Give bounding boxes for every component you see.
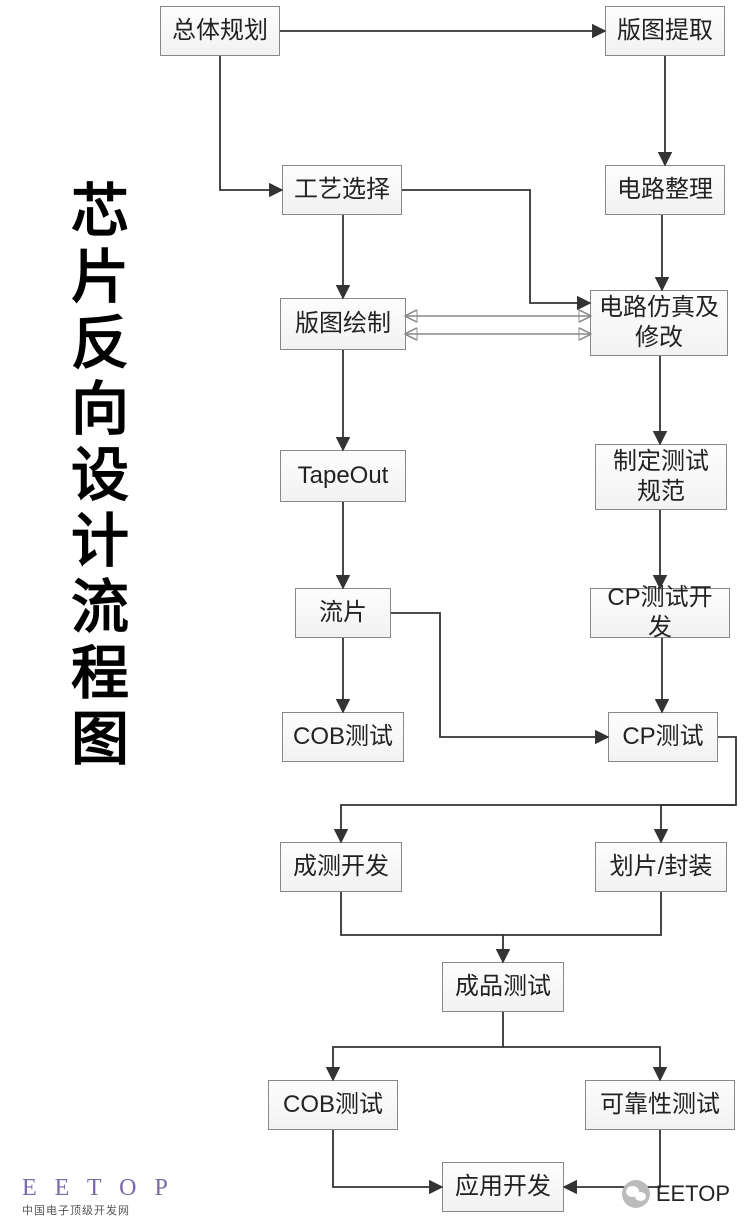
node-tapeout: TapeOut [280, 450, 406, 502]
node-app-dev: 应用开发 [442, 1162, 564, 1212]
node-overall-plan: 总体规划 [160, 6, 280, 56]
node-dicing: 划片/封装 [595, 842, 727, 892]
wechat-icon [622, 1180, 650, 1208]
node-layout-extract: 版图提取 [605, 6, 725, 56]
logo-eetop-right: EETOP [622, 1180, 730, 1208]
logo-eetop-left: E E T O P [22, 1175, 174, 1202]
node-test-spec: 制定测试规范 [595, 444, 727, 510]
node-cob1: COB测试 [282, 712, 404, 762]
node-cp-test: CP测试 [608, 712, 718, 762]
node-ft-dev: 成测开发 [280, 842, 402, 892]
logo-eetop-right-text: EETOP [656, 1181, 730, 1207]
logo-eetop-left-sub: 中国电子顶级开发网 [22, 1202, 130, 1218]
node-sim-rev: 电路仿真及修改 [590, 290, 728, 356]
node-cob2: COB测试 [268, 1080, 398, 1130]
node-reliability: 可靠性测试 [585, 1080, 735, 1130]
node-circuit-sort: 电路整理 [605, 165, 725, 215]
node-process-select: 工艺选择 [282, 165, 402, 215]
node-cp-dev: CP测试开发 [590, 588, 730, 638]
node-layout-draw: 版图绘制 [280, 298, 406, 350]
node-final-test: 成品测试 [442, 962, 564, 1012]
node-tape-run: 流片 [295, 588, 391, 638]
diagram-title: 芯片反向设计流程图 [52, 180, 136, 774]
